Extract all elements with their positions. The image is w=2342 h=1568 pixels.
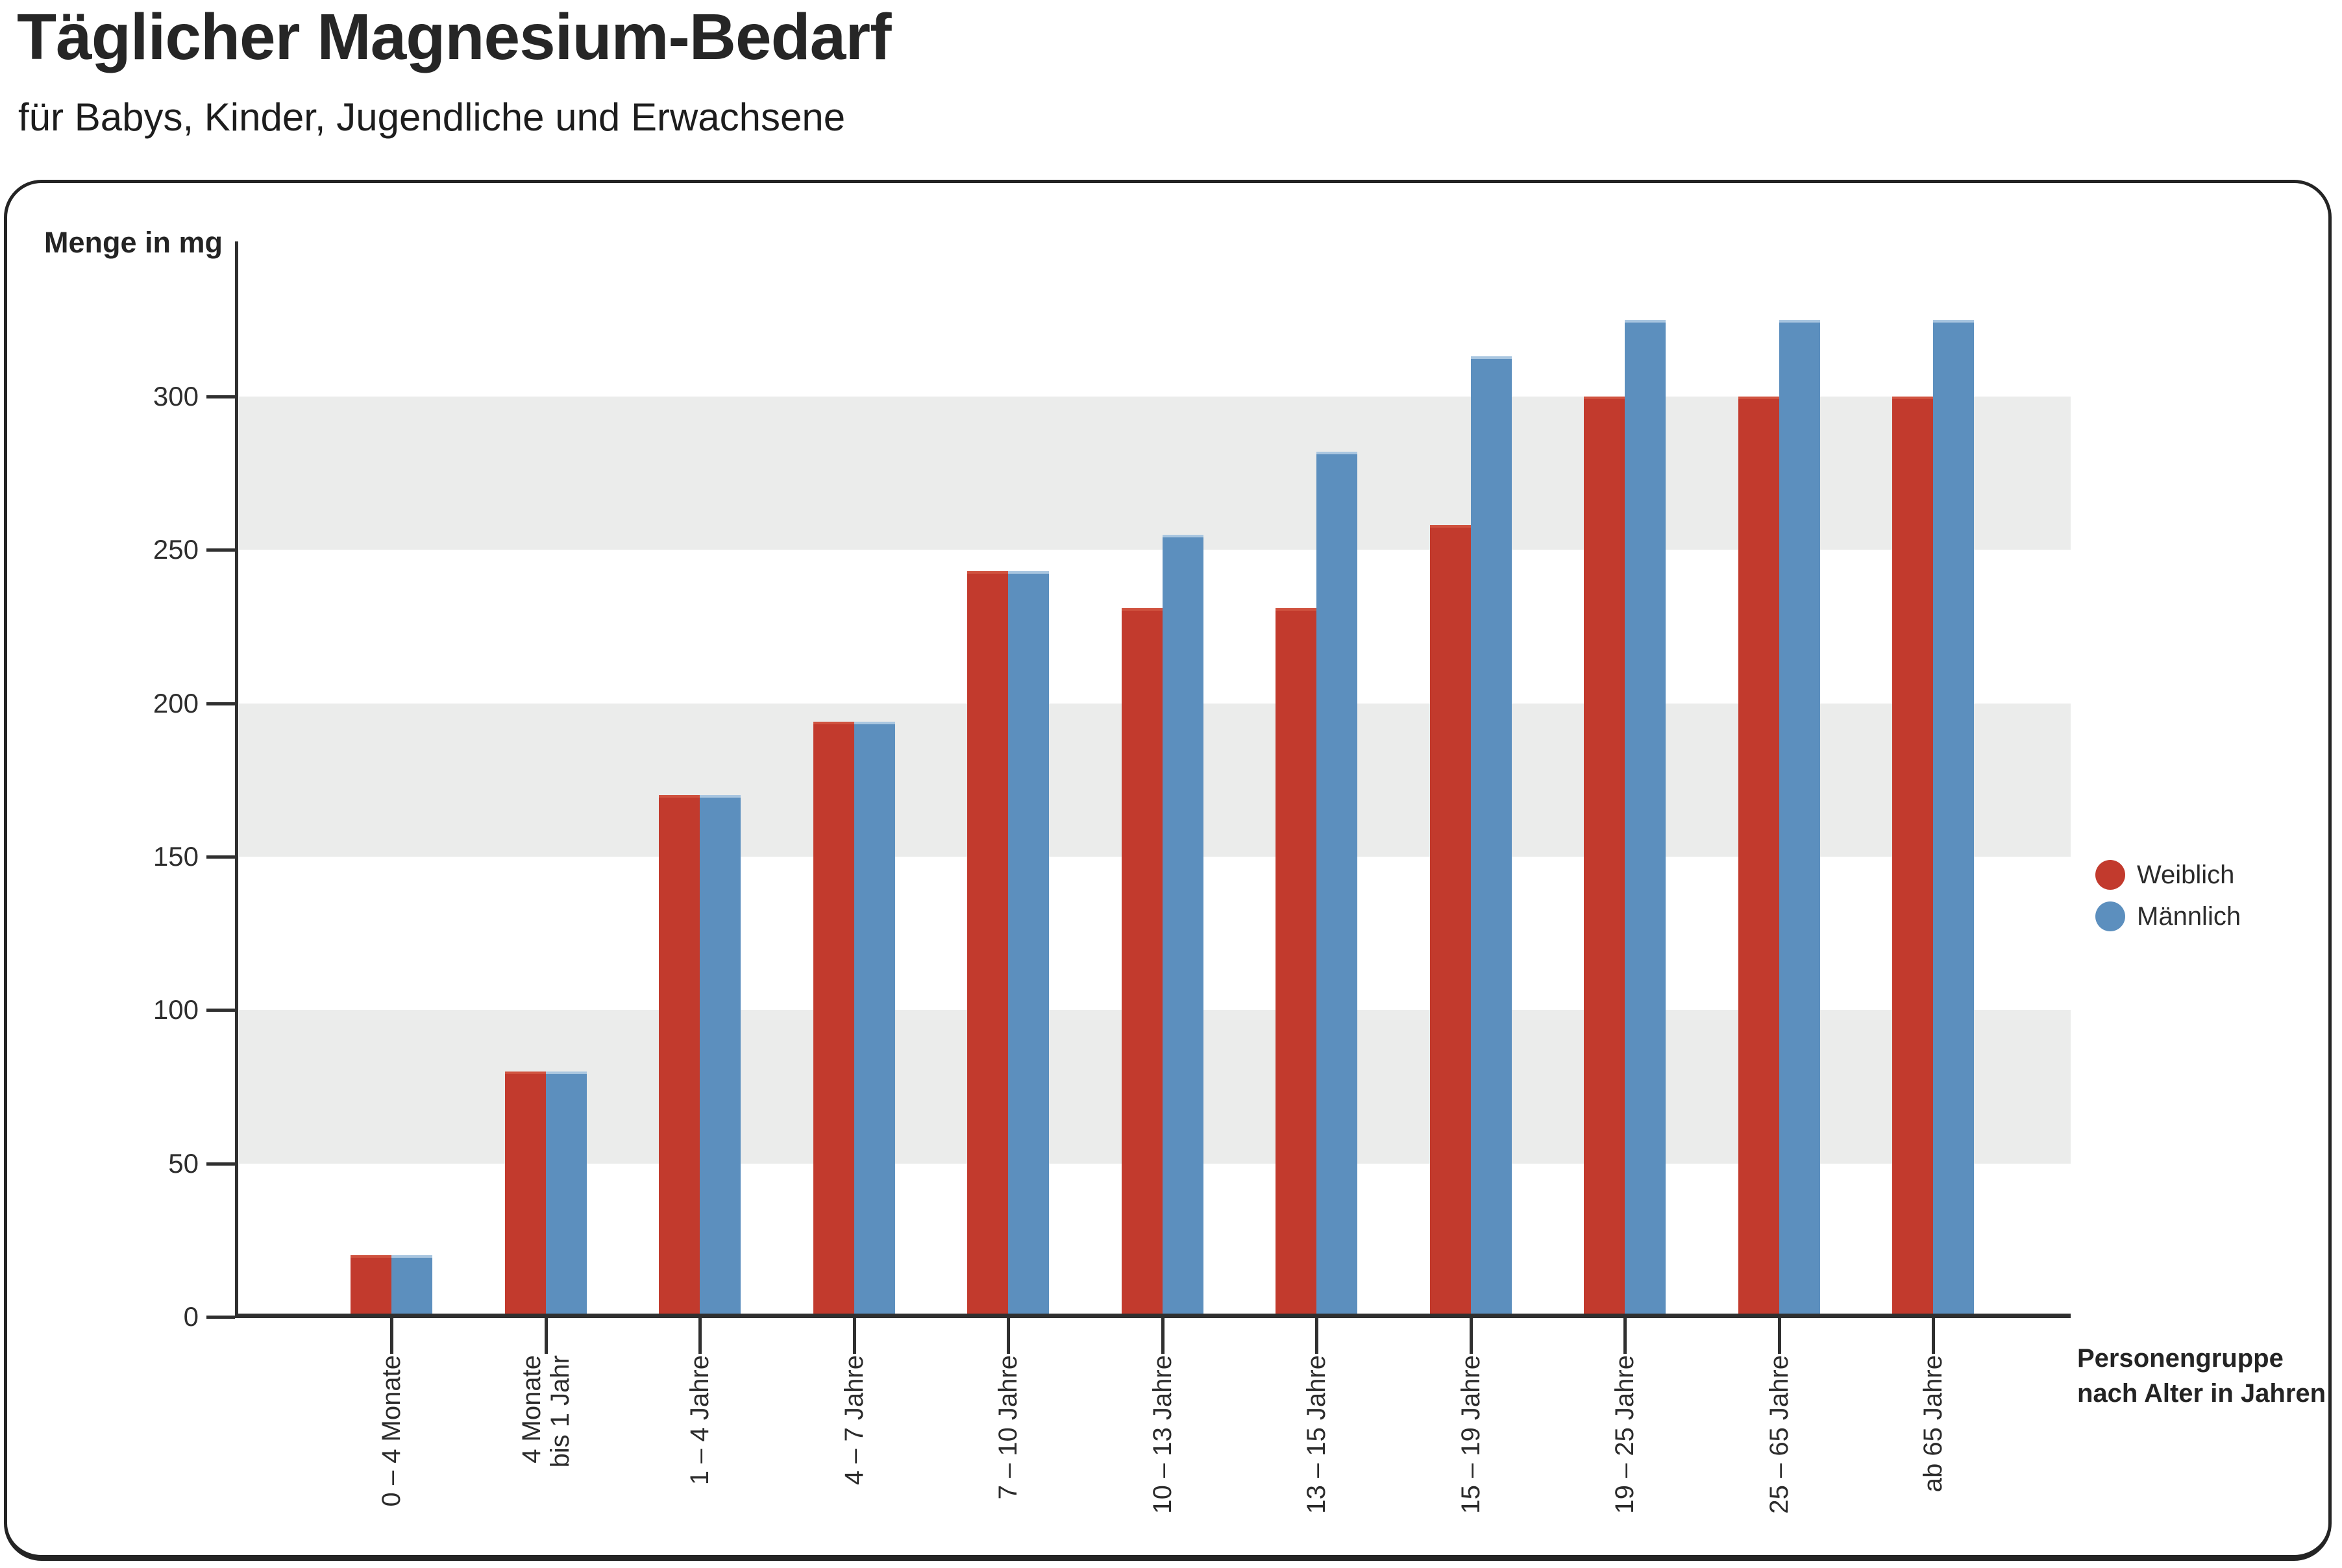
x-axis-line bbox=[235, 1314, 2071, 1318]
page-subtitle: für Babys, Kinder, Jugendliche und Erwac… bbox=[18, 95, 846, 139]
x-label-10: ab 65 Jahre bbox=[1919, 1355, 1947, 1493]
x-tick-0 bbox=[390, 1318, 393, 1354]
bar-weiblich-3 bbox=[813, 721, 854, 1317]
y-tick-150 bbox=[206, 855, 235, 859]
x-tick-10 bbox=[1932, 1318, 1935, 1354]
x-axis-title: Personengruppe nach Alter in Jahren bbox=[2077, 1341, 2326, 1411]
bar-männlich-9 bbox=[1779, 319, 1820, 1317]
bar-weiblich-2 bbox=[659, 795, 700, 1317]
x-label-0: 0 – 4 Monate bbox=[377, 1355, 406, 1507]
bar-männlich-6 bbox=[1316, 451, 1357, 1317]
y-tick-50 bbox=[206, 1162, 235, 1166]
bar-weiblich-7 bbox=[1429, 525, 1471, 1317]
maennlich-color-dot-icon bbox=[2095, 901, 2125, 931]
x-tick-8 bbox=[1623, 1318, 1627, 1354]
bar-weiblich-0 bbox=[351, 1255, 391, 1317]
bar-weiblich-9 bbox=[1738, 396, 1779, 1317]
legend-item-maennlich: Männlich bbox=[2095, 896, 2241, 937]
bar-männlich-5 bbox=[1162, 534, 1203, 1317]
bar-weiblich-4 bbox=[967, 571, 1008, 1317]
y-tick-250 bbox=[206, 548, 235, 552]
x-tick-1 bbox=[544, 1318, 548, 1354]
y-tick-label-250: 250 bbox=[153, 534, 199, 565]
x-label-1: 4 Monate bis 1 Jahr bbox=[517, 1355, 574, 1468]
x-tick-3 bbox=[852, 1318, 856, 1354]
y-tick-label-200: 200 bbox=[153, 687, 199, 718]
bar-männlich-0 bbox=[391, 1255, 432, 1317]
legend-label-weiblich: Weiblich bbox=[2137, 860, 2235, 889]
y-tick-300 bbox=[206, 395, 235, 398]
legend-item-weiblich: Weiblich bbox=[2095, 854, 2241, 896]
x-label-6: 13 – 15 Jahre bbox=[1302, 1355, 1331, 1514]
bar-männlich-1 bbox=[545, 1071, 587, 1317]
bar-männlich-2 bbox=[700, 795, 741, 1317]
x-label-8: 19 – 25 Jahre bbox=[1610, 1355, 1639, 1514]
bar-männlich-7 bbox=[1470, 356, 1512, 1317]
bar-weiblich-8 bbox=[1584, 396, 1625, 1317]
x-label-7: 15 – 19 Jahre bbox=[1456, 1355, 1485, 1514]
bar-männlich-10 bbox=[1933, 319, 1974, 1317]
y-tick-label-300: 300 bbox=[153, 380, 199, 411]
x-label-4: 7 – 10 Jahre bbox=[994, 1355, 1022, 1500]
y-tick-100 bbox=[206, 1009, 235, 1012]
y-tick-label-50: 50 bbox=[168, 1147, 199, 1179]
y-tick-label-0: 0 bbox=[183, 1301, 199, 1332]
bar-männlich-3 bbox=[854, 721, 895, 1317]
y-tick-0 bbox=[206, 1316, 235, 1319]
bar-weiblich-1 bbox=[504, 1071, 546, 1317]
x-axis-title-line1: Personengruppe bbox=[2077, 1344, 2284, 1373]
bar-weiblich-5 bbox=[1121, 608, 1163, 1317]
x-label-2: 1 – 4 Jahre bbox=[685, 1355, 714, 1486]
x-tick-6 bbox=[1315, 1318, 1318, 1354]
weiblich-color-dot-icon bbox=[2095, 860, 2125, 890]
x-tick-9 bbox=[1777, 1318, 1781, 1354]
y-axis-line bbox=[235, 241, 238, 1318]
bar-männlich-4 bbox=[1008, 571, 1049, 1317]
x-tick-5 bbox=[1161, 1318, 1165, 1354]
x-label-3: 4 – 7 Jahre bbox=[839, 1355, 869, 1486]
chart-legend: Weiblich Männlich bbox=[2095, 854, 2241, 937]
x-tick-4 bbox=[1007, 1318, 1010, 1354]
x-axis-title-line2: nach Alter in Jahren bbox=[2077, 1379, 2326, 1408]
y-tick-label-100: 100 bbox=[153, 994, 199, 1025]
bar-weiblich-10 bbox=[1892, 396, 1933, 1317]
x-tick-2 bbox=[698, 1318, 702, 1354]
page-title: Täglicher Magnesium-Bedarf bbox=[17, 1, 892, 73]
bar-männlich-8 bbox=[1625, 319, 1666, 1317]
y-axis-title: Menge in mg bbox=[44, 226, 223, 259]
x-label-5: 10 – 13 Jahre bbox=[1148, 1355, 1177, 1514]
x-label-9: 25 – 65 Jahre bbox=[1764, 1355, 1793, 1514]
y-tick-200 bbox=[206, 702, 235, 705]
y-tick-label-150: 150 bbox=[153, 840, 199, 872]
legend-label-maennlich: Männlich bbox=[2137, 901, 2241, 931]
x-tick-7 bbox=[1469, 1318, 1473, 1354]
bar-weiblich-6 bbox=[1276, 608, 1316, 1317]
